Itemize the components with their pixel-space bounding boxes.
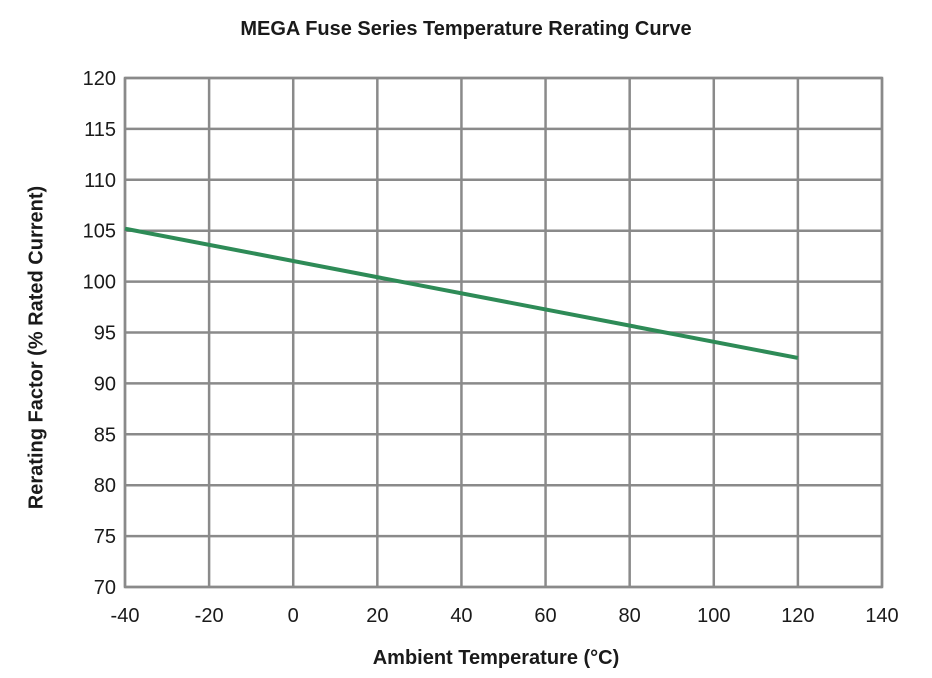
series-line [124, 226, 799, 360]
y-tick-label: 75 [94, 526, 116, 548]
y-tick-label: 120 [83, 68, 116, 90]
y-tick-label: 105 [83, 221, 116, 243]
tick-labels: -40 -20 0 20 40 60 80 100 120 140 70 75 80 85 90 95 100 1… [83, 68, 899, 627]
plot-border [123, 76, 884, 589]
series-lines [124, 226, 799, 360]
x-axis-label: Ambient Temperature (°C) [372, 647, 620, 669]
x-tick-label: 80 [619, 605, 641, 627]
x-tick-label: 120 [781, 605, 814, 627]
x-tick-label: -40 [111, 605, 140, 627]
x-tick-label: 40 [450, 605, 472, 627]
y-tick-label: 110 [84, 170, 116, 192]
x-tick-label: 0 [288, 605, 299, 627]
x-tick-label: 140 [865, 605, 898, 627]
chart-title: MEGA Fuse Series Temperature Rerating Cu… [240, 18, 692, 40]
y-tick-label: 70 [94, 577, 116, 599]
y-tick-label: 85 [94, 424, 116, 446]
y-tick-label: 80 [94, 475, 116, 497]
y-tick-label: 115 [84, 119, 116, 141]
x-tick-label: 100 [697, 605, 730, 627]
x-tick-label: -20 [195, 605, 224, 627]
x-tick-label: 60 [534, 605, 556, 627]
y-tick-label: 95 [94, 323, 116, 345]
x-tick-label: 20 [366, 605, 388, 627]
y-tick-label: 90 [94, 373, 116, 395]
y-tick-label: 100 [83, 272, 116, 294]
grid [123, 76, 884, 589]
